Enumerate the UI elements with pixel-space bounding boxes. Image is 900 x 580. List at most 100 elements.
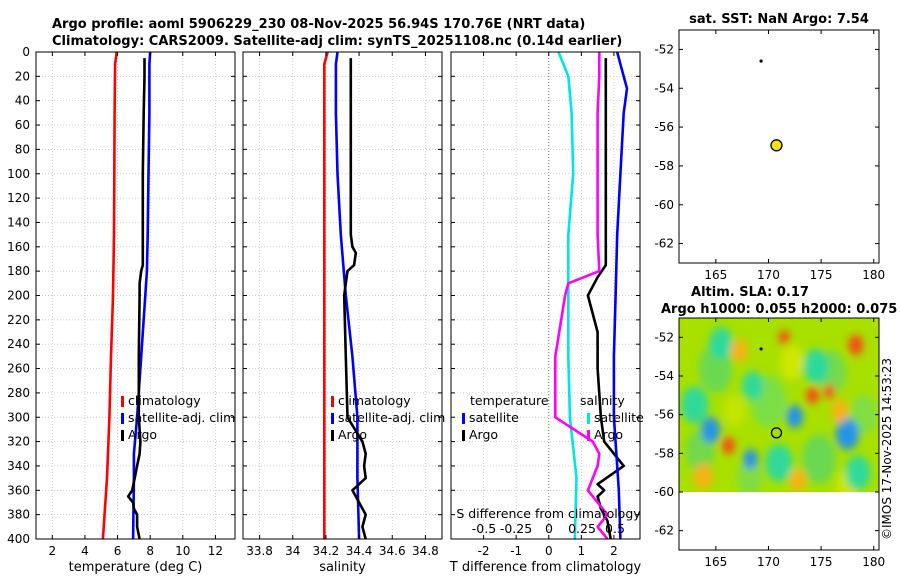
series-temperature-argo — [586, 58, 626, 540]
x-tick-label: 2 — [48, 544, 56, 558]
x-tick-label: 1 — [578, 544, 586, 558]
series-argo — [126, 58, 146, 540]
timestamp-stamp: ©IMOS 17-Nov-2025 14:53:23 — [880, 358, 894, 540]
y-tick-label: -58 — [654, 159, 674, 173]
x-tick-label: 34 — [285, 544, 300, 558]
panel-temperature: 2 4 6 8 10 1202040608010012014016018020022024… — [7, 45, 236, 575]
y-tick-label: 40 — [15, 94, 30, 108]
x-axis-label: temperature (deg C) — [69, 560, 203, 575]
marker-argo — [770, 427, 783, 439]
y-tick-label: -56 — [654, 120, 674, 134]
map-title-sla: Altim. SLA: 0.17 — [691, 285, 809, 300]
y-tick-label: -54 — [654, 81, 674, 95]
y-tick-label: -58 — [654, 446, 674, 460]
y-tick-label: 360 — [7, 483, 30, 497]
y-tick-label: 120 — [7, 191, 30, 205]
panel-salinity: 33.8 34 34.2 34.4 34.6 34.8 salinity climatolog… — [242, 51, 445, 575]
x-top-tick-label: 0 — [545, 521, 553, 536]
header-line-2: Climatology: CARS2009. Satellite-adj cli… — [52, 34, 622, 49]
legend-label: Argo — [469, 427, 498, 442]
x-axis-label: T difference from climatology — [449, 560, 642, 575]
x-tick-label: 175 — [810, 555, 833, 569]
heatmap-feature-blue — [701, 417, 721, 444]
x-axis-label: salinity — [319, 560, 366, 575]
series-temperature-satellite — [557, 51, 578, 540]
legend-swatch — [121, 413, 124, 424]
legend-swatch — [331, 413, 334, 424]
x-tick-label: 180 — [862, 268, 885, 282]
heatmap-feature-red — [779, 330, 790, 345]
legend-label: climatology — [128, 393, 201, 408]
heatmap-features — [681, 327, 877, 492]
legend-swatch — [587, 430, 590, 441]
x-top-tick-label: -0.25 — [500, 521, 532, 536]
y-tick-label: -54 — [654, 369, 674, 383]
marker-small-dot — [759, 59, 763, 63]
y-tick-label: -56 — [654, 408, 674, 422]
x-tick-label: 4 — [81, 544, 89, 558]
legend-swatch — [462, 430, 465, 441]
heatmap-feature-red — [848, 334, 864, 356]
legend-title-salinity: salinity — [580, 393, 625, 408]
legend-swatch — [462, 413, 465, 424]
heatmap-feature-cyan — [742, 371, 764, 401]
legend-swatch — [587, 413, 590, 424]
heatmap-feature-cyan — [709, 327, 733, 360]
y-tick-label: 280 — [7, 386, 30, 400]
legend-label: Argo — [594, 427, 623, 442]
y-tick-label: 260 — [7, 362, 30, 376]
heatmap-feature-cyan — [765, 444, 793, 482]
x-tick-label: 34.6 — [379, 544, 406, 558]
y-tick-label: 380 — [7, 508, 30, 522]
series-salinity-satellite — [612, 51, 629, 540]
y-tick-label: 340 — [7, 459, 30, 473]
x-tick-label: 0 — [545, 544, 553, 558]
x-tick-label: 10 — [175, 544, 190, 558]
y-tick-label: -62 — [654, 524, 674, 538]
legend-swatch — [121, 396, 124, 407]
x-tick-label: 34.8 — [412, 544, 439, 558]
series-climatology — [101, 51, 118, 540]
heatmap-texture — [736, 459, 763, 492]
legend-label: satellite — [469, 410, 519, 425]
x-tick-label: 2 — [610, 544, 618, 558]
header-line-1: Argo profile: aoml 5906229_230 08-Nov-20… — [52, 17, 585, 32]
y-tick-label: 100 — [7, 167, 30, 181]
y-tick-label: 20 — [15, 69, 30, 83]
sla-heatmap — [679, 318, 879, 492]
x-tick-label: 170 — [757, 268, 780, 282]
axes-frame — [450, 51, 641, 540]
x-tick-label: 6 — [114, 544, 122, 558]
x-tick-label: 33.8 — [246, 544, 273, 558]
heatmap-feature-red — [806, 386, 819, 405]
heatmap-feature-orange — [831, 399, 849, 423]
x-tick-label: -1 — [510, 544, 522, 558]
x-tick-label: 34.4 — [346, 544, 373, 558]
x-tick-label: 170 — [757, 555, 780, 569]
series-climatology — [322, 51, 329, 539]
y-tick-label: -60 — [654, 198, 674, 212]
series-argo — [342, 58, 368, 540]
y-tick-label: -62 — [654, 237, 674, 251]
heatmap-feature-orange — [730, 339, 748, 363]
y-tick-label: 0 — [22, 45, 30, 59]
marker-small-dot — [759, 347, 763, 351]
y-tick-label: 240 — [7, 337, 30, 351]
legend-title-temperature: temperature — [470, 393, 549, 408]
y-tick-label: -60 — [654, 485, 674, 499]
heatmap-texture — [724, 395, 746, 427]
x-tick-label: -2 — [478, 544, 490, 558]
heatmap-feature-blue — [743, 448, 758, 470]
legend-label: Argo — [128, 427, 157, 442]
heatmap-feature-blue — [786, 405, 804, 429]
heatmap-feature-cyan — [681, 386, 709, 424]
y-tick-label: 220 — [7, 313, 30, 327]
legend-label: climatology — [338, 393, 411, 408]
x-tick-label: 165 — [704, 268, 727, 282]
x-top-tick-label: 0.25 — [568, 521, 596, 536]
y-tick-label: 60 — [15, 118, 30, 132]
legend-swatch — [331, 430, 334, 441]
axes-frame — [678, 317, 880, 551]
legend-swatch — [121, 430, 124, 441]
